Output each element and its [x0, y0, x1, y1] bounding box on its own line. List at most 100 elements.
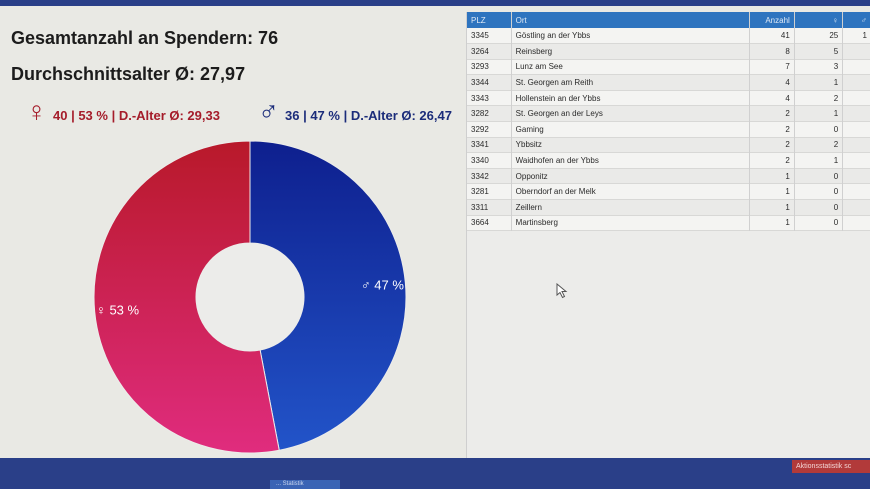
- header-ort[interactable]: Ort: [510, 12, 750, 28]
- cell-plz: 3281: [471, 187, 489, 197]
- cell-female: 2: [793, 90, 843, 106]
- cell-male: [842, 90, 870, 106]
- table-row[interactable]: 3292 Gaming 2 0: [467, 121, 870, 138]
- cell-male: [842, 43, 870, 60]
- top-bar: [0, 0, 870, 6]
- cell-female: 1: [793, 105, 843, 122]
- cell-plz: 3340: [471, 156, 489, 166]
- cell-anzahl: 1: [749, 168, 795, 184]
- bottom-bar: [0, 458, 870, 489]
- female-symbol-icon: ♀: [26, 96, 47, 127]
- cell-ort: Göstling an der Ybbs: [510, 28, 750, 44]
- cell-anzahl: 4: [749, 90, 795, 106]
- table-row[interactable]: 3311 Zeillern 1 0: [467, 199, 870, 216]
- cell-ort: Oberndorf an der Melk: [510, 183, 750, 200]
- location-table: PLZ Ort Anzahl ♀ ♂ 3345 Göstling an der Y…: [467, 12, 870, 231]
- cell-ort: Opponitz: [510, 168, 750, 184]
- cell-ort: Martinsberg: [510, 215, 750, 231]
- cell-anzahl: 2: [749, 137, 795, 153]
- cell-plz: 3264: [471, 46, 489, 56]
- female-stats: ♀ 40 | 53 % | D.-Alter Ø: 29,33: [26, 98, 220, 126]
- male-slice: [249, 140, 407, 451]
- cell-plz: 3342: [471, 171, 489, 181]
- cell-anzahl: 8: [749, 43, 795, 60]
- cell-ort: St. Georgen an der Leys: [510, 105, 750, 122]
- gender-donut-chart: ♂ 47 % ♀ 53 %: [93, 140, 407, 454]
- cell-female: 0: [793, 199, 843, 216]
- table-row[interactable]: 3340 Waidhofen an der Ybbs 2 1: [467, 152, 870, 169]
- cell-anzahl: 7: [749, 59, 795, 75]
- cell-plz: 3292: [471, 124, 489, 134]
- header-plz[interactable]: PLZ: [471, 15, 486, 25]
- cell-male: [842, 168, 870, 184]
- cell-male: [842, 152, 870, 169]
- table-row[interactable]: 3282 St. Georgen an der Leys 2 1: [467, 105, 870, 122]
- cell-plz: 3293: [471, 62, 489, 72]
- male-symbol-icon: ♂: [258, 96, 279, 127]
- cell-anzahl: 1: [749, 183, 795, 200]
- cell-anzahl: 2: [749, 121, 795, 138]
- header-male[interactable]: ♂: [842, 12, 870, 28]
- mouse-cursor-icon: [556, 283, 568, 299]
- table-row[interactable]: 3664 Martinsberg 1 0: [467, 215, 870, 231]
- cell-female: 1: [793, 74, 843, 91]
- cell-ort: Waidhofen an der Ybbs: [510, 152, 750, 169]
- stats-panel: Gesamtanzahl an Spendern: 76 Durchschnit…: [0, 6, 462, 458]
- cell-ort: Hollenstein an der Ybbs: [510, 90, 750, 106]
- cell-female: 0: [793, 121, 843, 138]
- table-header-row: PLZ Ort Anzahl ♀ ♂: [467, 12, 870, 28]
- cell-anzahl: 41: [749, 28, 795, 44]
- male-stats: ♂ 36 | 47 % | D.-Alter Ø: 26,47: [258, 98, 452, 126]
- statistics-tab[interactable]: ... Statistik: [270, 480, 340, 489]
- cell-anzahl: 4: [749, 74, 795, 91]
- table-row[interactable]: 3344 St. Georgen am Reith 4 1: [467, 74, 870, 91]
- total-donors-label: Gesamtanzahl an Spendern: 76: [11, 28, 279, 48]
- header-female[interactable]: ♀: [793, 12, 843, 28]
- cell-male: [842, 137, 870, 153]
- table-row[interactable]: 3281 Oberndorf an der Melk 1 0: [467, 183, 870, 200]
- cell-ort: Ybbsitz: [510, 137, 750, 153]
- cell-anzahl: 2: [749, 105, 795, 122]
- table-row[interactable]: 3342 Opponitz 1 0: [467, 168, 870, 184]
- donut-hole: [196, 243, 304, 351]
- cell-female: 0: [793, 215, 843, 231]
- cell-male: [842, 121, 870, 138]
- cell-male: [842, 183, 870, 200]
- cell-female: 1: [793, 152, 843, 169]
- cell-anzahl: 2: [749, 152, 795, 169]
- male-slice-label: ♂ 47 %: [361, 277, 404, 292]
- cell-female: 5: [793, 43, 843, 60]
- cell-male: [842, 105, 870, 122]
- cell-plz: 3664: [471, 218, 489, 228]
- cell-plz: 3343: [471, 93, 489, 103]
- female-stats-text: 40 | 53 % | D.-Alter Ø: 29,33: [53, 108, 220, 123]
- cell-female: 25: [793, 28, 843, 44]
- cell-male: [842, 199, 870, 216]
- table-row[interactable]: 3345 Göstling an der Ybbs 41 25 1: [467, 28, 870, 44]
- cell-anzahl: 1: [749, 199, 795, 216]
- cell-ort: Lunz am See: [510, 59, 750, 75]
- cell-ort: Reinsberg: [510, 43, 750, 60]
- female-slice-label: ♀ 53 %: [96, 303, 139, 318]
- average-age-label: Durchschnittsalter Ø: 27,97: [11, 64, 246, 84]
- cell-plz: 3341: [471, 140, 489, 150]
- cell-female: 0: [793, 183, 843, 200]
- header-anzahl[interactable]: Anzahl: [749, 12, 795, 28]
- cell-female: 0: [793, 168, 843, 184]
- table-row[interactable]: 3293 Lunz am See 7 3: [467, 59, 870, 75]
- male-stats-text: 36 | 47 % | D.-Alter Ø: 26,47: [285, 108, 452, 123]
- cell-male: [842, 215, 870, 231]
- table-row[interactable]: 3343 Hollenstein an der Ybbs 4 2: [467, 90, 870, 106]
- cell-plz: 3282: [471, 109, 489, 119]
- cell-male: 1: [842, 28, 870, 44]
- cell-male: [842, 74, 870, 91]
- cell-anzahl: 1: [749, 215, 795, 231]
- table-row[interactable]: 3264 Reinsberg 8 5: [467, 43, 870, 60]
- cell-ort: Zeillern: [510, 199, 750, 216]
- table-row[interactable]: 3341 Ybbsitz 2 2: [467, 137, 870, 153]
- action-statistics-button[interactable]: Aktionsstatistik sc: [792, 460, 870, 473]
- location-table-panel: PLZ Ort Anzahl ♀ ♂ 3345 Göstling an der Y…: [466, 12, 870, 458]
- cell-female: 3: [793, 59, 843, 75]
- cell-male: [842, 59, 870, 75]
- cell-plz: 3345: [471, 31, 489, 41]
